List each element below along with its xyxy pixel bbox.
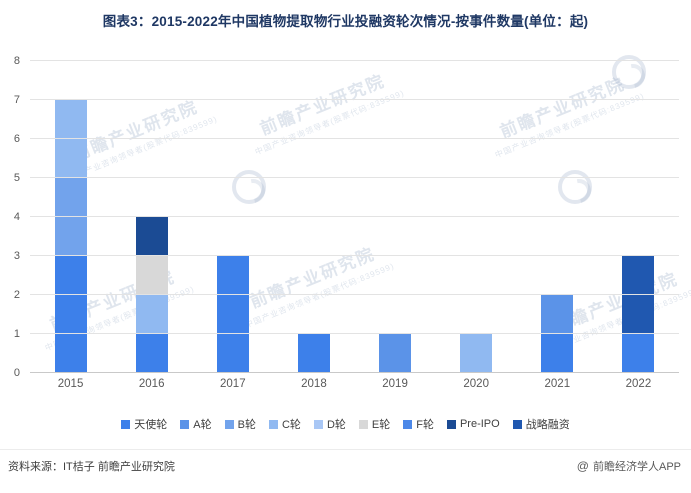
x-tick-label-2017: 2017: [220, 378, 246, 390]
bar-group-2015: [30, 61, 111, 373]
x-tick-label-2022: 2022: [625, 378, 652, 390]
legend-label: E轮: [371, 419, 391, 431]
legend: 天使轮 A轮 B轮 C轮 D轮 E轮 F轮 Pre-IPO 战略融资: [0, 416, 691, 432]
bar-stack-2018: [297, 334, 330, 373]
legend-label: D轮: [326, 419, 346, 431]
x-tick-label-2019: 2019: [382, 378, 408, 390]
legend-swatch-icon: [313, 419, 323, 429]
brand-logo-icon: @: [576, 459, 589, 473]
bar-segment-2016-E轮: [135, 256, 168, 295]
gridline: [30, 372, 679, 373]
bar-segment-2016-Pre-IPO: [135, 217, 168, 256]
legend-label: B轮: [237, 419, 256, 431]
x-axis: 2015 2016 2017 2018 2019 2020 2021 2022: [30, 378, 679, 390]
bar-group-2018: [273, 61, 354, 373]
source-text: 资料来源：IT桔子 前瞻产业研究院: [8, 461, 175, 473]
bar-segment-2015-B轮: [54, 178, 87, 256]
legend-item-Pre-IPO: Pre-IPO: [446, 418, 500, 430]
footer: 资料来源：IT桔子 前瞻产业研究院 @ 前瞻经济学人APP: [0, 449, 691, 473]
legend-swatch-icon: [358, 419, 368, 429]
bar-stack-2019: [379, 334, 412, 373]
bar-stack-2015: [54, 100, 87, 373]
bar-segment-2016-天使轮: [135, 334, 168, 373]
legend-swatch-icon: [512, 419, 522, 429]
y-tick-label: 1: [13, 328, 20, 340]
x-tick-label-2020: 2020: [463, 378, 489, 390]
brand-label: 前瞻经济学人APP: [592, 461, 681, 473]
legend-label: C轮: [281, 419, 301, 431]
legend-swatch-icon: [121, 419, 131, 429]
legend-item-B轮: B轮: [224, 416, 256, 432]
legend-swatch-icon: [446, 419, 456, 429]
bar-stack-2016: [135, 217, 168, 373]
legend-label: 战略融资: [525, 419, 570, 431]
bar-segment-2015-C轮: [54, 100, 87, 178]
chart-title: 图表3：2015-2022年中国植物提取物行业投融资轮次情况-按事件数量(单位：…: [102, 14, 589, 29]
legend-label: 天使轮: [134, 419, 168, 431]
legend-swatch-icon: [403, 419, 413, 429]
gridline: [30, 177, 679, 178]
legend-item-天使轮: 天使轮: [121, 416, 167, 432]
bar-segment-2015-天使轮: [54, 256, 87, 373]
y-tick-label: 7: [13, 94, 20, 106]
y-tick-label: 3: [13, 250, 20, 262]
bar-group-2022: [598, 61, 679, 373]
x-tick-label-2021: 2021: [544, 378, 571, 390]
gridline: [30, 99, 679, 100]
gridline: [30, 60, 679, 61]
legend-item-F轮: F轮: [403, 416, 434, 432]
legend-item-战略融资: 战略融资: [512, 416, 570, 432]
bars-container: [30, 61, 679, 373]
legend-label: Pre-IPO: [459, 418, 500, 430]
bar-segment-2016-C轮: [135, 295, 168, 334]
bar-group-2019: [355, 61, 436, 373]
x-tick-label-2018: 2018: [301, 378, 327, 390]
y-tick-label: 0: [13, 367, 20, 379]
gridline: [30, 216, 679, 217]
gridline: [30, 333, 679, 334]
legend-item-C轮: C轮: [268, 416, 301, 432]
bar-stack-2017: [216, 256, 249, 373]
legend-swatch-icon: [180, 419, 190, 429]
bar-segment-2018-天使轮: [297, 334, 330, 373]
bar-stack-2020: [460, 334, 493, 373]
legend-label: F轮: [416, 419, 434, 431]
bar-segment-2020-C轮: [460, 334, 493, 373]
bar-segment-2021-A轮: [541, 295, 574, 334]
legend-item-A轮: A轮: [180, 416, 212, 432]
brand-text: @ 前瞻经济学人APP: [577, 458, 681, 474]
bar-group-2017: [192, 61, 273, 373]
legend-item-D轮: D轮: [313, 416, 346, 432]
bar-stack-2022: [622, 256, 655, 373]
plot-area: [30, 60, 679, 373]
gridline: [30, 294, 679, 295]
x-tick-label-2016: 2016: [138, 378, 165, 390]
y-tick-label: 4: [13, 211, 20, 223]
bar-group-2021: [517, 61, 598, 373]
legend-label: A轮: [193, 419, 212, 431]
bar-segment-2019-A轮: [379, 334, 412, 373]
y-tick-label: 8: [13, 55, 20, 67]
gridline: [30, 255, 679, 256]
legend-item-E轮: E轮: [358, 416, 391, 432]
y-tick-label: 2: [13, 289, 20, 301]
legend-swatch-icon: [268, 419, 278, 429]
bar-segment-2022-战略融资: [622, 256, 655, 334]
y-tick-label: 5: [13, 172, 20, 184]
legend-swatch-icon: [224, 419, 234, 429]
bar-group-2016: [111, 61, 192, 373]
y-tick-label: 6: [13, 133, 20, 145]
bar-segment-2021-天使轮: [541, 334, 574, 373]
bar-segment-2017-天使轮: [216, 256, 249, 373]
bar-stack-2021: [541, 295, 574, 373]
x-tick-label-2015: 2015: [57, 378, 84, 390]
bar-group-2020: [436, 61, 517, 373]
y-axis: 0 1 2 3 4 5 6 7 8: [0, 55, 24, 379]
bar-segment-2022-天使轮: [622, 334, 655, 373]
gridline: [30, 138, 679, 139]
